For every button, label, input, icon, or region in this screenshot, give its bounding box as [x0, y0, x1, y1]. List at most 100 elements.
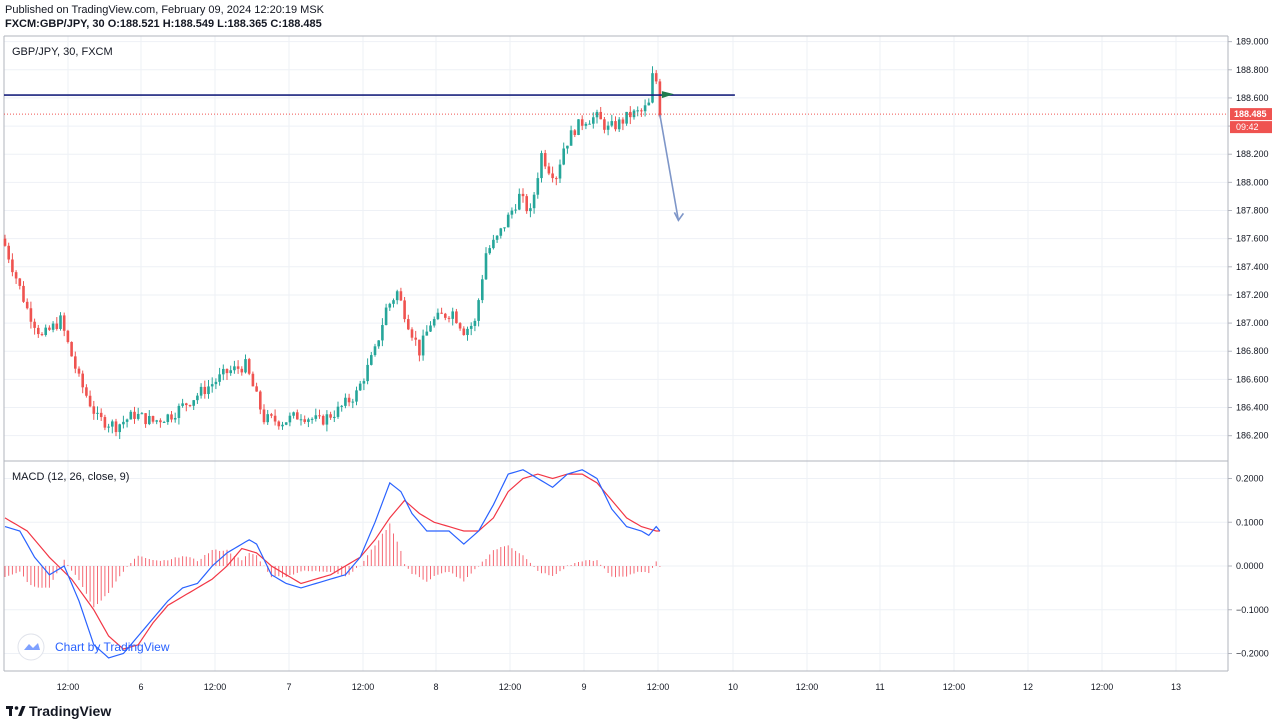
candle-body [344, 397, 347, 406]
macd-tick-label: 0.2000 [1236, 474, 1264, 484]
countdown-label: 09:42 [1236, 122, 1259, 132]
candle-body [247, 359, 251, 374]
candle-body [540, 153, 543, 179]
candle-body [555, 178, 558, 180]
candle-body [199, 386, 203, 396]
price-axis[interactable]: 189.000 188.800 188.600 188.200 188.000 187.8… [1228, 37, 1272, 441]
candle-body [495, 235, 499, 240]
candle-body [85, 387, 88, 396]
candle-body [481, 279, 484, 301]
candle-body [484, 253, 488, 280]
candle-body [266, 414, 269, 423]
candle-body [33, 321, 36, 328]
brand-name: TradingView [29, 703, 112, 719]
candle-body [218, 374, 221, 382]
macd-axis[interactable]: 0.2000 0.1000 0.0000 −0.1000 −0.2000 [1228, 474, 1269, 659]
candle-body [307, 419, 310, 422]
macd-tick-label: −0.1000 [1236, 605, 1269, 615]
candle-body [118, 424, 121, 433]
candle-body [429, 325, 432, 332]
time-axis[interactable]: 12:00 6 12:00 7 12:00 8 12:00 9 12:00 10 12:00 11 12… [57, 682, 1181, 692]
tradingview-logo-icon [6, 706, 26, 716]
overlays[interactable] [4, 91, 1228, 222]
candle-body [425, 331, 429, 336]
price-tick-label: 186.200 [1236, 431, 1269, 441]
candle-body [18, 278, 22, 286]
time-tick-label: 7 [286, 682, 291, 692]
candle-body [477, 300, 480, 321]
candle-body [658, 81, 662, 117]
tradingview-watermark[interactable]: Chart by TradingView [17, 633, 170, 661]
forecast-arrow [659, 114, 680, 221]
candle-body [103, 417, 107, 428]
price-tick-label: 186.800 [1236, 346, 1269, 356]
candle-body [140, 413, 144, 415]
candle-body [77, 368, 81, 374]
candle-body [222, 368, 225, 375]
price-pane[interactable] [4, 36, 1228, 461]
macd-line [4, 469, 661, 659]
candle-body [225, 368, 229, 374]
cloud-icon [24, 643, 40, 650]
candle-body [562, 148, 565, 165]
candle-body [629, 111, 632, 118]
candle-body [3, 238, 7, 246]
candle-body [284, 422, 288, 425]
time-tick-label: 12:00 [499, 682, 522, 692]
candle-body [370, 355, 373, 365]
candle-body [111, 421, 114, 427]
flag-marker-icon [661, 91, 674, 99]
candle-body [444, 313, 447, 318]
candle-body [351, 401, 355, 403]
time-tick-label: 12 [1023, 682, 1033, 692]
candle-body [336, 406, 340, 417]
candle-body [506, 214, 510, 228]
candle-body [207, 386, 210, 395]
candle-body [614, 121, 617, 130]
macd-pane-title: MACD (12, 26, close, 9) [12, 471, 129, 483]
candle-body [288, 415, 292, 423]
candle-body [148, 415, 151, 425]
candle-body [407, 319, 410, 330]
candle-body [592, 117, 595, 124]
candle-body [503, 227, 506, 229]
candle-body [44, 327, 47, 335]
candle-body [492, 239, 495, 249]
price-tick-label: 186.600 [1236, 374, 1269, 384]
candle-body [617, 119, 621, 130]
candle-body [566, 145, 569, 149]
last-price-label: 188.485 [1234, 109, 1267, 119]
candle-body [558, 164, 562, 179]
tradingview-brand[interactable]: TradingView [6, 703, 111, 719]
candle-body [384, 307, 388, 326]
candle-body [651, 73, 654, 103]
candle-body [469, 325, 473, 329]
time-tick-label: 12:00 [352, 682, 375, 692]
candle-body [547, 166, 551, 174]
candle-body [96, 412, 99, 414]
candle-body [281, 424, 284, 427]
candle-body [436, 312, 440, 320]
candle-body [144, 413, 147, 425]
price-tick-label: 188.200 [1236, 149, 1269, 159]
candle-body [240, 368, 244, 373]
candle-body [74, 356, 77, 369]
candle-body [418, 339, 421, 356]
candles [3, 66, 662, 440]
candle-body [7, 245, 10, 260]
candle-body [107, 426, 110, 428]
candle-body [462, 328, 466, 336]
candle-body [314, 415, 318, 419]
candle-body [580, 119, 584, 126]
candle-body [577, 119, 580, 135]
candle-body [414, 337, 417, 340]
candle-body [303, 419, 306, 422]
candle-body [521, 193, 525, 197]
candle-body [136, 413, 140, 419]
candle-body [647, 102, 651, 106]
candle-body [255, 386, 258, 392]
candle-body [358, 383, 362, 391]
candle-body [66, 330, 70, 342]
candle-body [392, 300, 395, 304]
